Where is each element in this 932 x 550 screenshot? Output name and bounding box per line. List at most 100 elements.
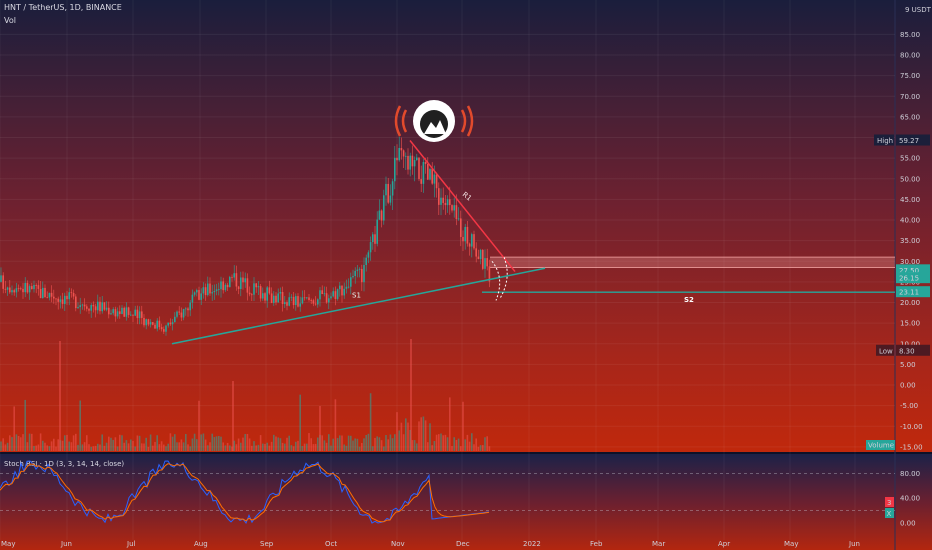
candle-body [90,305,92,311]
candle-body [127,307,130,315]
candle-body [299,303,301,307]
candle-body [134,309,136,316]
candle-body [317,299,319,305]
low-label: Low [879,347,893,355]
volume-bar [387,439,389,451]
candle-body [143,317,145,326]
candle-body [363,264,365,283]
volume-bar [11,437,13,451]
volume-bar [301,445,304,451]
stoch-rsi-k-line [0,460,490,525]
candle-body [279,291,282,294]
candle-body [226,284,229,288]
volume-bar [97,443,99,451]
volume-bar [255,445,257,451]
volume-bar [119,434,121,451]
volume-bar [134,446,136,451]
candle-body [343,288,345,296]
volume-bar [270,441,273,451]
volume-bar [237,438,240,451]
candle-body [92,305,95,307]
candle-body [242,277,244,283]
volume-bar [79,400,81,451]
y-tick-label: 10.00 [900,340,920,348]
volume-bar [345,445,348,451]
volume-bar [165,446,167,451]
volume-bar [466,434,469,451]
y-tick-label: 0.00 [900,382,916,390]
candle-body [185,308,187,310]
volume-bar [310,438,312,451]
candle-body [156,320,158,329]
candle-body [303,297,306,299]
candle-body [477,256,480,259]
candle-body [361,268,363,283]
volume-bar [281,442,284,451]
candle-body [420,179,422,184]
stoch-rsi-d-line [0,463,490,523]
volume-bar [299,394,301,451]
volume-bar [83,442,86,451]
x-tick-label: Jun [848,540,860,548]
volume-bar [471,433,473,451]
candle-body [6,287,9,290]
rsi-pane-background [0,454,932,550]
candle-body [11,290,13,293]
candle-body [402,150,405,157]
candle-body [53,296,55,299]
astronaut-logo-icon [394,100,474,142]
volume-bar [438,434,440,451]
candle-body [376,219,378,244]
candle-body [2,275,4,289]
candle-body [83,304,86,307]
volume-bar [288,435,290,451]
candle-body [473,234,475,249]
volume-bar [178,442,180,451]
volume-bar [127,443,130,451]
low-tag-bg [876,344,894,356]
volume-bar [389,434,392,451]
candle-body [422,161,425,184]
candle-body [429,168,431,180]
candle-body [48,292,51,298]
y-tick-label: 5.00 [900,361,916,369]
y-tick-label: 35.00 [900,237,920,245]
volume-bar [376,436,378,451]
volume-bar [198,400,200,451]
volume-bar [248,438,251,451]
x-tick-label: May [1,540,15,548]
candle-body [435,174,438,189]
volume-bar [90,446,92,451]
volume-bar [453,437,455,451]
volume-bar [339,435,341,451]
candle-body [319,290,321,300]
y-tick-label: 15.00 [900,320,920,328]
volume-bar [24,399,26,451]
y-tick-label: -5.00 [900,402,918,410]
volume-bar [410,339,412,451]
candle-body [440,197,442,205]
y-tick-label: 65.00 [900,113,920,121]
candle-body [35,284,37,286]
candle-body [68,292,70,300]
candle-body [130,314,132,316]
y-tick-label: 80.00 [900,52,920,60]
volume-bar [427,442,429,451]
volume-bar [244,433,246,451]
volume-bar [103,445,106,451]
x-tick-label: May [784,540,798,548]
volume-bar [396,412,398,451]
volume-bar [55,446,57,451]
volume-bar [246,433,249,451]
candle-body [178,311,180,313]
candle-body [39,288,42,299]
y-tick-label: -15.00 [900,443,923,451]
candle-body [17,288,20,290]
candle-body [154,324,156,329]
candle-body [145,319,147,326]
volume-bar [462,401,464,451]
volume-bar [66,434,68,451]
candle-body [15,288,18,293]
